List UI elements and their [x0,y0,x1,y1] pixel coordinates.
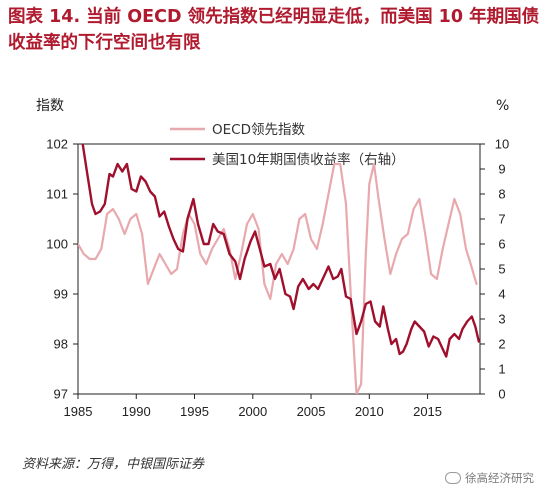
x-tick-label: 2005 [297,404,326,419]
x-axis-ticks: 1985 1990 1995 2000 2005 2010 2015 [64,394,442,419]
y-right-tick-label: 5 [498,262,505,277]
y-right-tick-label: 10 [495,137,509,152]
x-tick-label: 1990 [122,404,151,419]
y-left-tick-label: 102 [46,137,68,152]
y-right-axis-label: % [496,98,509,114]
y-right-axis-ticks: 0 1 2 3 4 5 6 7 8 9 10 [480,137,509,402]
y-right-tick-label: 8 [498,187,505,202]
legend-label-oecd: OECD领先指数 [212,122,305,138]
watermark: 徐高经济研究 [445,470,534,486]
y-right-tick-label: 2 [498,337,505,352]
y-left-tick-label: 101 [46,187,68,202]
figure-title: 图表 14. 当前 OECD 领先指数已经明显走低，而美国 10 年期国债收益率… [8,7,540,53]
y-left-axis-label: 指数 [36,98,64,114]
y-left-tick-label: 100 [46,237,68,252]
x-tick-label: 1995 [180,404,209,419]
x-tick-label: 2015 [413,404,442,419]
chat-bubble-icon [445,472,461,484]
y-right-tick-label: 7 [498,212,505,227]
x-tick-label: 2010 [355,404,384,419]
watermark-text: 徐高经济研究 [465,471,534,485]
series-line-us10y [81,144,480,358]
series-line-oecd [78,162,478,394]
series-group [78,144,480,394]
line-chart: 指数 % OECD领先指数 美国10年期国债收益率（右轴） 1985 1990 19… [36,98,509,419]
y-right-tick-label: 1 [498,362,505,377]
y-right-tick-label: 0 [498,387,505,402]
y-right-tick-label: 3 [498,312,505,327]
legend-label-yield: 美国10年期国债收益率（右轴） [212,151,405,168]
y-right-tick-label: 6 [498,237,505,252]
x-tick-label: 1985 [64,404,93,419]
source-note: 资料来源：万得，中银国际证券 [22,457,205,472]
y-left-tick-label: 99 [54,287,68,302]
y-left-tick-label: 97 [54,387,68,402]
x-tick-label: 2000 [238,404,267,419]
y-right-tick-label: 9 [498,162,505,177]
y-left-tick-label: 98 [54,337,68,352]
y-right-tick-label: 4 [498,287,505,302]
y-left-axis-ticks: 97 98 99 100 101 102 [46,137,78,402]
legend: OECD领先指数 美国10年期国债收益率（右轴） [170,122,405,168]
